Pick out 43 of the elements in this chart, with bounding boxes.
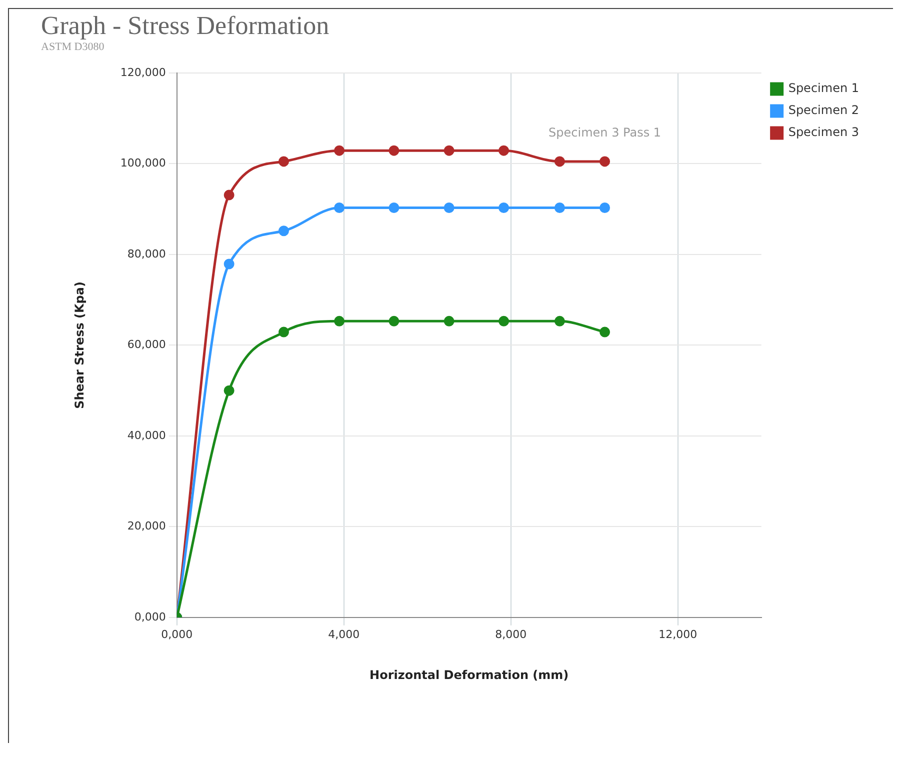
point xyxy=(444,202,454,213)
point xyxy=(554,316,565,326)
point xyxy=(498,316,510,326)
y-tick-label: 0,000 xyxy=(134,610,166,624)
point xyxy=(334,145,345,156)
point xyxy=(278,156,290,167)
legend-label: Specimen 3 xyxy=(788,125,860,140)
x-tick-label: 8,000 xyxy=(495,628,527,641)
chart-title: Graph - Stress Deformation xyxy=(41,11,330,41)
point xyxy=(444,316,454,326)
y-tick-label: 60,000 xyxy=(127,338,166,352)
y-tick-label: 80,000 xyxy=(127,247,166,260)
point xyxy=(600,156,610,167)
y-tick-label: 20,000 xyxy=(127,520,166,533)
point xyxy=(498,145,510,156)
point xyxy=(554,156,565,167)
point xyxy=(388,202,400,213)
text: ASTM D3080 xyxy=(41,41,106,53)
point xyxy=(224,385,234,396)
point xyxy=(554,202,565,213)
point xyxy=(600,202,610,213)
point xyxy=(444,145,454,156)
x-tick-label: 0,000 xyxy=(161,628,193,641)
point xyxy=(224,190,234,200)
y-axis-title: Shear Stress (Kpa) xyxy=(72,282,86,409)
point xyxy=(334,202,345,213)
point xyxy=(600,326,610,338)
point xyxy=(278,326,290,338)
annotation: Specimen 3 Pass 1 xyxy=(548,126,662,140)
x-tick-label: 12,000 xyxy=(658,628,698,641)
legend-label: Specimen 2 xyxy=(788,103,860,118)
point xyxy=(498,202,510,213)
point xyxy=(278,226,290,236)
point xyxy=(388,316,400,326)
y-tick-label: 120,000 xyxy=(120,66,166,79)
y-tick-label: 40,000 xyxy=(127,428,166,442)
point xyxy=(334,316,345,326)
y-tick-label: 100,000 xyxy=(120,156,166,170)
point xyxy=(388,145,400,156)
x-axis-title: Horizontal Deformation (mm) xyxy=(370,668,569,682)
legend-label: Specimen 1 xyxy=(788,81,860,96)
x-tick-label: 4,000 xyxy=(328,628,360,641)
point xyxy=(224,258,234,270)
